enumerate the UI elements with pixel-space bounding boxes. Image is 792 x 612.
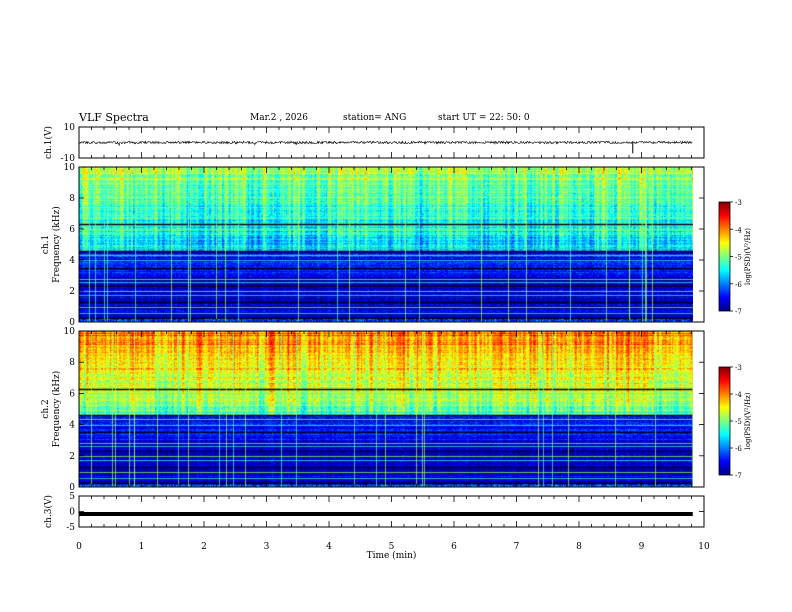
- y-tick-label: 0: [69, 483, 75, 493]
- station-label: station= ANG: [343, 113, 407, 123]
- colorbar-label: log(PSD)(V²/Hz): [744, 228, 752, 285]
- ch3-waveform-ylabel: ch.3(V): [43, 495, 54, 528]
- y-tick-label: 8: [69, 194, 75, 204]
- date-label: Mar.2 , 2026: [250, 113, 308, 123]
- spectrogram-image-ch1: [79, 167, 693, 322]
- x-tick-label: 4: [326, 542, 332, 552]
- colorbar-ch1: [718, 201, 731, 312]
- x-tick-label: 5: [389, 542, 395, 552]
- colorbar-tick-label: -5: [735, 254, 742, 262]
- x-tick-label: 8: [576, 542, 582, 552]
- y-tick-label: -5: [66, 523, 75, 533]
- colorbar-tick-label: -6: [735, 281, 742, 289]
- start-time-label: start UT = 22: 50: 0: [438, 113, 530, 123]
- colorbar-ch2: [718, 366, 731, 476]
- colorbar-tick-label: -3: [735, 364, 742, 372]
- chart-title: VLF Spectra: [79, 111, 149, 124]
- colorbar-tick-label: -5: [735, 418, 742, 426]
- y-tick-label: 2: [69, 287, 75, 297]
- ch1-frequency-ylabel: Frequency (kHz): [51, 206, 62, 283]
- y-tick-label: 4: [69, 256, 75, 266]
- x-tick-label: 0: [76, 542, 82, 552]
- x-tick-label: 6: [451, 542, 457, 552]
- y-tick-label: 2: [69, 452, 75, 462]
- y-tick-label: 10: [64, 163, 76, 173]
- x-tick-label: 2: [201, 542, 207, 552]
- y-tick-label: 6: [69, 225, 75, 235]
- y-tick-label: 6: [69, 389, 75, 399]
- y-tick-label: 5: [69, 492, 75, 502]
- spectrogram-image-ch2: [79, 331, 693, 487]
- ch1-waveform-ylabel: ch.1(V): [43, 126, 54, 159]
- x-tick-label: 7: [514, 542, 520, 552]
- y-tick-label: 8: [69, 358, 75, 368]
- ch1-waveform-trace: [78, 140, 693, 146]
- x-tick-label: 9: [639, 542, 645, 552]
- x-tick-label: 3: [264, 542, 270, 552]
- x-axis-label: Time (min): [367, 550, 417, 561]
- colorbar-tick-label: -7: [735, 472, 742, 480]
- y-tick-label: -10: [61, 154, 76, 164]
- colorbar-tick-label: -7: [735, 308, 742, 316]
- ch2-frequency-ylabel: Frequency (kHz): [51, 371, 62, 448]
- colorbar-label: log(PSD)(V²/Hz): [744, 392, 752, 449]
- y-tick-label: 10: [64, 327, 76, 337]
- x-tick-label: 10: [698, 542, 710, 552]
- x-tick-label: 1: [139, 542, 145, 552]
- colorbar-tick-label: -3: [735, 199, 742, 207]
- colorbar-tick-label: -4: [735, 391, 742, 399]
- colorbar-tick-label: -6: [735, 445, 742, 453]
- y-tick-label: 10: [64, 123, 76, 133]
- y-tick-label: 0: [69, 318, 75, 328]
- y-tick-label: 4: [69, 421, 75, 431]
- y-tick-label: 0: [69, 508, 75, 518]
- ch1-spectrogram-ylabel: ch.1: [41, 235, 51, 254]
- ch2-spectrogram-ylabel: ch.2: [41, 399, 51, 418]
- colorbar-tick-label: -4: [735, 226, 742, 234]
